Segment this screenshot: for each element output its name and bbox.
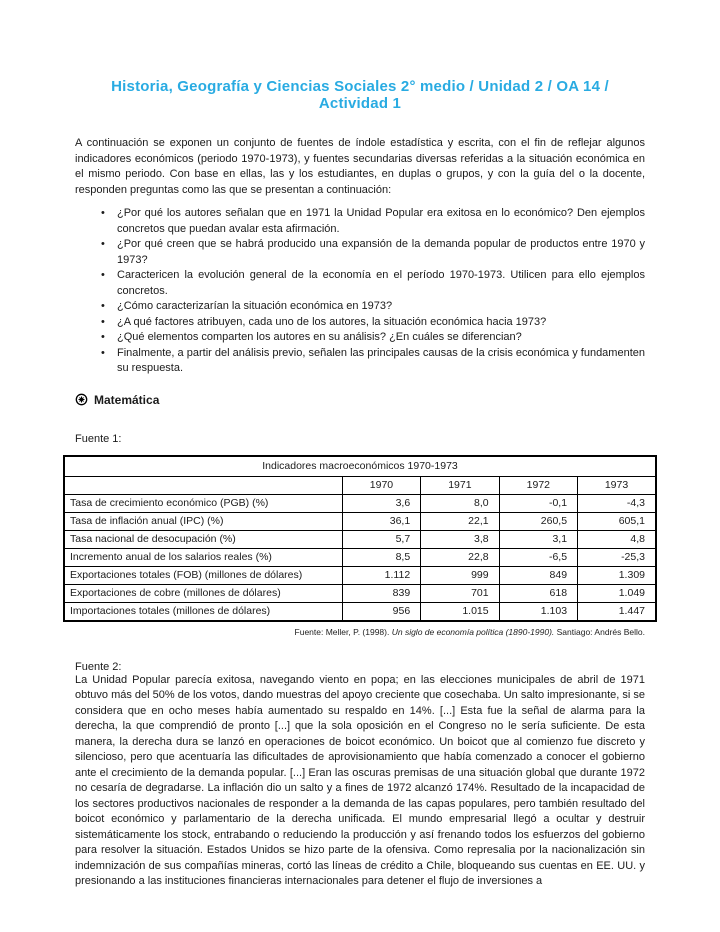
question-item: ¿Por qué creen que se habrá producido un… [101, 237, 645, 268]
cell-value: 4,8 [577, 529, 657, 549]
cell-value: 839 [341, 583, 422, 603]
table-row: Tasa de inflación anual (IPC) (%) 36,1 2… [63, 511, 657, 531]
cell-value: 36,1 [341, 511, 422, 531]
table-source-prefix: Fuente: Meller, P. (1998). [294, 626, 392, 637]
cell-value: -0,1 [498, 493, 579, 513]
table-row: Incremento anual de los salarios reales … [63, 547, 657, 567]
cell-value: 1.015 [420, 601, 500, 621]
question-item: ¿Por qué los autores señalan que en 1971… [101, 206, 645, 237]
question-item: ¿Qué elementos comparten los autores en … [101, 330, 645, 346]
question-text: ¿A qué factores atribuyen, cada uno de l… [117, 315, 547, 328]
intro-paragraph: A continuación se exponen un conjunto de… [75, 137, 645, 196]
row-label: Incremento anual de los salarios reales … [63, 547, 343, 567]
fuente2-paragraph: La Unidad Popular parecía exitosa, naveg… [75, 673, 645, 888]
table-row: Tasa de crecimiento económico (PGB) (%) … [63, 493, 657, 513]
cell-value: 1.112 [341, 565, 422, 585]
cell-value: 605,1 [577, 511, 657, 531]
row-label: Tasa de inflación anual (IPC) (%) [63, 511, 343, 531]
table-row: Importaciones totales (millones de dólar… [63, 601, 657, 621]
column-header-1972: 1972 [498, 475, 579, 495]
cell-value: -6,5 [498, 547, 579, 567]
question-item: ¿Cómo caracterizarían la situación econó… [101, 299, 645, 315]
math-section: Matemática [75, 393, 645, 407]
cell-value: 1.049 [577, 583, 657, 603]
fuente2-label: Fuente 2: [75, 660, 122, 673]
column-header-1970: 1970 [341, 475, 422, 495]
column-header-1971: 1971 [420, 475, 500, 495]
cell-value: 260,5 [498, 511, 579, 531]
cell-value: 1.309 [577, 565, 657, 585]
cell-value: 999 [420, 565, 500, 585]
table-source-suffix: Santiago: Andrés Bello. [554, 626, 645, 637]
empty-header-cell [63, 475, 343, 495]
cell-value: 1.447 [577, 601, 657, 621]
row-label: Importaciones totales (millones de dólar… [63, 601, 343, 621]
row-label: Exportaciones de cobre (millones de dóla… [63, 583, 343, 603]
page-title: Historia, Geografía y Ciencias Sociales … [111, 78, 609, 112]
cell-value: 3,8 [420, 529, 500, 549]
cell-value: 849 [498, 565, 579, 585]
row-label: Exportaciones totales (FOB) (millones de… [63, 565, 343, 585]
question-text: ¿Por qué los autores señalan que en 1971… [117, 207, 645, 235]
row-label: Tasa nacional de desocupación (%) [63, 529, 343, 549]
cell-value: 8,5 [341, 547, 422, 567]
question-text: ¿Cómo caracterizarían la situación econó… [117, 300, 393, 312]
question-list: ¿Por qué los autores señalan que en 1971… [75, 206, 645, 377]
fuente1-label: Fuente 1: [75, 432, 122, 445]
cell-value: 1.103 [498, 601, 579, 621]
cell-value: 701 [420, 583, 500, 603]
cell-value: 956 [341, 601, 422, 621]
cell-value: 22,8 [420, 547, 500, 567]
section-label: Matemática [94, 392, 160, 407]
question-text: ¿Qué elementos comparten los autores en … [117, 331, 522, 343]
cell-value: 5,7 [341, 529, 422, 549]
table-row: Tasa nacional de desocupación (%) 5,7 3,… [63, 529, 657, 549]
cell-value: -4,3 [577, 493, 657, 513]
question-text: ¿Por qué creen que se habrá producido un… [117, 238, 645, 266]
table-title-row: Indicadores macroeconómicos 1970-1973 [63, 455, 657, 477]
table-row: Exportaciones de cobre (millones de dóla… [63, 583, 657, 603]
cell-value: -25,3 [577, 547, 657, 567]
question-text: Caractericen la evolución general de la … [117, 269, 645, 297]
table-source-book-title: Un siglo de economía política (1890-1990… [391, 626, 555, 637]
cell-value: 22,1 [420, 511, 500, 531]
table-header-row: 1970 1971 1972 1973 [63, 475, 657, 495]
table-row: Exportaciones totales (FOB) (millones de… [63, 565, 657, 585]
cell-value: 3,6 [341, 493, 422, 513]
matematica-icon [75, 393, 88, 406]
question-item: Finalmente, a partir del análisis previo… [101, 346, 645, 377]
cell-value: 3,1 [498, 529, 579, 549]
column-header-1973: 1973 [577, 475, 657, 495]
cell-value: 8,0 [420, 493, 500, 513]
question-item: ¿A qué factores atribuyen, cada uno de l… [101, 315, 645, 331]
question-item: Caractericen la evolución general de la … [101, 268, 645, 299]
question-text: Finalmente, a partir del análisis previo… [117, 346, 645, 375]
table-source: Fuente: Meller, P. (1998). Un siglo de e… [75, 627, 645, 637]
cell-value: 618 [498, 583, 579, 603]
indicators-table: Indicadores macroeconómicos 1970-1973 19… [63, 454, 657, 622]
table-title: Indicadores macroeconómicos 1970-1973 [63, 455, 657, 477]
row-label: Tasa de crecimiento económico (PGB) (%) [63, 493, 343, 513]
